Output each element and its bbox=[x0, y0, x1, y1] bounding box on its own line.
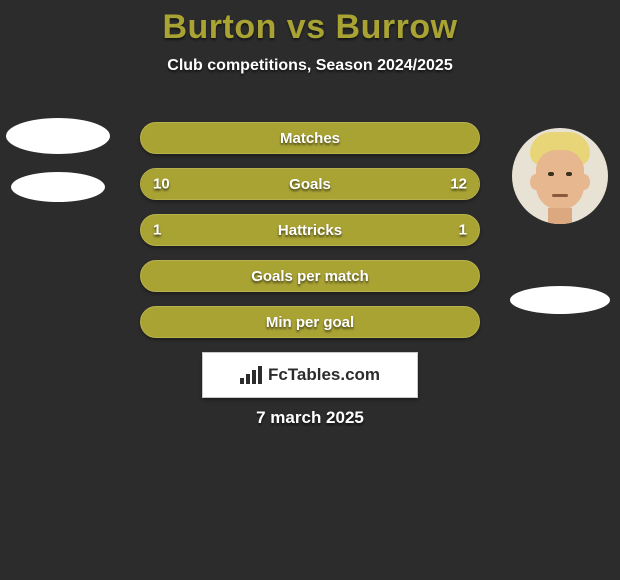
footer-date: 7 march 2025 bbox=[0, 408, 620, 428]
player-left-column bbox=[8, 118, 108, 202]
bar-value-left: 1 bbox=[153, 222, 161, 239]
page-title: Burton vs Burrow bbox=[0, 0, 620, 47]
bar-min-per-goal: Min per goal bbox=[140, 306, 480, 338]
bar-value-right: 1 bbox=[459, 222, 467, 239]
player-left-name-placeholder bbox=[11, 172, 105, 202]
player-left-avatar-placeholder bbox=[6, 118, 110, 154]
bar-label: Matches bbox=[280, 130, 340, 147]
player-right-name-placeholder bbox=[510, 286, 610, 314]
bar-label: Goals bbox=[289, 176, 331, 193]
avatar-face-icon bbox=[520, 128, 600, 224]
bar-value-right: 12 bbox=[450, 176, 467, 193]
brand-text: FcTables.com bbox=[268, 365, 380, 385]
bar-matches: Matches bbox=[140, 122, 480, 154]
brand-badge: FcTables.com bbox=[202, 352, 418, 398]
bar-label: Min per goal bbox=[266, 314, 354, 331]
player-right-avatar bbox=[512, 128, 608, 224]
bar-value-left: 10 bbox=[153, 176, 170, 193]
bar-label: Goals per match bbox=[251, 268, 369, 285]
page-subtitle: Club competitions, Season 2024/2025 bbox=[0, 57, 620, 75]
stats-bars: Matches 10 Goals 12 1 Hattricks 1 Goals … bbox=[140, 122, 480, 338]
player-right-column bbox=[510, 128, 610, 314]
bar-label: Hattricks bbox=[278, 222, 342, 239]
bar-goals: 10 Goals 12 bbox=[140, 168, 480, 200]
bar-goals-per-match: Goals per match bbox=[140, 260, 480, 292]
bar-hattricks: 1 Hattricks 1 bbox=[140, 214, 480, 246]
bar-chart-icon bbox=[240, 366, 262, 384]
